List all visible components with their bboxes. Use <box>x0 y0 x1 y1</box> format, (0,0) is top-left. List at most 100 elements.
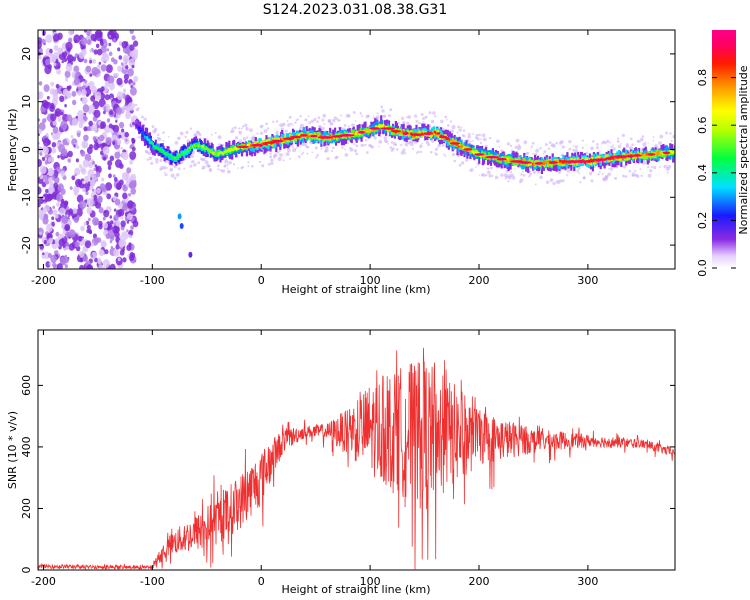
ridge-cell <box>460 140 463 147</box>
noise-speckle <box>108 34 112 38</box>
ridge-halo-speckle <box>164 173 168 177</box>
noise-speckle <box>109 82 115 91</box>
ridge-halo-speckle <box>383 136 388 140</box>
stray-point <box>188 251 193 258</box>
ridge-peak <box>339 134 355 137</box>
ridge-peak <box>573 160 589 163</box>
ridge-halo-speckle <box>179 131 184 136</box>
noise-speckle <box>86 197 94 207</box>
ridge-halo-speckle <box>354 120 357 122</box>
ridge-halo-speckle <box>529 172 532 176</box>
ridge-cell <box>427 124 430 135</box>
ridge-halo-speckle <box>539 175 543 180</box>
ridge-peak <box>369 127 380 130</box>
ridge-halo-speckle <box>456 131 459 134</box>
ridge-halo-speckle <box>180 161 184 165</box>
x-tick-label: -100 <box>140 274 165 287</box>
ridge-cell <box>254 141 257 147</box>
noise-speckle <box>68 30 74 36</box>
ridge-cell <box>247 145 250 149</box>
noise-speckle <box>103 110 106 115</box>
ridge-cell <box>660 144 663 154</box>
ridge-halo-speckle <box>287 148 291 153</box>
ridge-halo-speckle <box>156 133 160 137</box>
noise-speckle <box>38 159 42 167</box>
ridge-peak <box>485 155 500 159</box>
ridge-halo-speckle <box>576 169 579 173</box>
ridge-peak <box>290 135 302 139</box>
noise-speckle <box>124 105 130 112</box>
ridge-halo-speckle <box>302 151 305 154</box>
noise-speckle <box>67 150 73 158</box>
noise-speckle <box>42 193 50 203</box>
ridge-peak <box>438 135 448 139</box>
ridge-peak <box>584 159 595 163</box>
noise-speckle <box>131 52 138 60</box>
noise-speckle <box>81 89 87 96</box>
ridge-cell <box>590 156 593 161</box>
noise-speckle <box>92 136 97 141</box>
noise-speckle <box>92 58 96 64</box>
noise-speckle <box>71 90 77 97</box>
noise-speckle <box>73 77 80 86</box>
stray-point <box>177 213 182 220</box>
ridge-halo-speckle <box>247 161 250 164</box>
ridge-halo-speckle <box>148 156 153 161</box>
ridge-halo-speckle <box>507 180 510 183</box>
ridge-halo-speckle <box>316 120 319 123</box>
noise-speckle <box>54 213 59 219</box>
ridge-halo-speckle <box>245 126 249 131</box>
ridge-halo-speckle <box>434 147 439 151</box>
ridge-halo-speckle <box>572 145 575 147</box>
ridge-cell <box>368 129 371 133</box>
ridge-halo-speckle <box>552 144 556 148</box>
ridge-peak <box>283 137 295 140</box>
ridge-halo-speckle <box>267 162 271 166</box>
noise-speckle <box>127 102 135 111</box>
ridge-cell <box>329 134 332 138</box>
ridge-cell <box>145 136 149 140</box>
ridge-cell <box>437 132 441 135</box>
ridge-halo-speckle <box>480 138 482 141</box>
noise-speckle <box>115 116 119 121</box>
ridge-cell <box>351 134 354 140</box>
ridge-cell <box>598 155 601 161</box>
ridge-halo-speckle <box>531 141 535 145</box>
ridge-cell <box>187 142 190 150</box>
ridge-cell <box>238 147 241 153</box>
noise-speckle <box>119 163 124 169</box>
noise-speckle <box>59 207 66 216</box>
noise-speckle <box>104 249 109 255</box>
ridge-halo-speckle <box>364 139 368 142</box>
ridge-cell <box>176 156 179 160</box>
ridge-cell <box>225 150 228 153</box>
ridge-halo-speckle <box>444 115 448 119</box>
ridge-halo-speckle <box>538 147 541 150</box>
ridge-halo-speckle <box>530 145 534 148</box>
ridge-halo-speckle <box>240 127 243 130</box>
ridge-halo-speckle <box>483 137 487 142</box>
ridge-halo-speckle <box>519 145 522 148</box>
y-tick-label: 10 <box>20 95 33 109</box>
ridge-halo-speckle <box>601 172 604 175</box>
noise-speckle <box>121 128 125 133</box>
ridge-halo-speckle <box>494 175 499 180</box>
ridge-cell <box>211 148 214 153</box>
ridge-halo-speckle <box>589 171 593 176</box>
ridge-halo-speckle <box>476 137 480 141</box>
ridge-halo-speckle <box>352 111 356 114</box>
ridge-halo-speckle <box>653 165 657 170</box>
noise-speckle <box>98 98 106 108</box>
noise-speckle <box>74 167 81 176</box>
noise-speckle <box>52 205 55 209</box>
ridge-cell <box>649 154 652 160</box>
noise-speckle <box>42 216 49 225</box>
ridge-cell <box>160 150 163 153</box>
ridge-halo-speckle <box>405 116 408 119</box>
ridge-halo-speckle <box>636 174 640 178</box>
ridge-halo-speckle <box>669 132 672 135</box>
noise-speckle <box>129 30 134 35</box>
ridge-halo-speckle <box>323 123 326 126</box>
ridge-halo-speckle <box>422 120 425 123</box>
ridge-cell <box>151 142 154 146</box>
